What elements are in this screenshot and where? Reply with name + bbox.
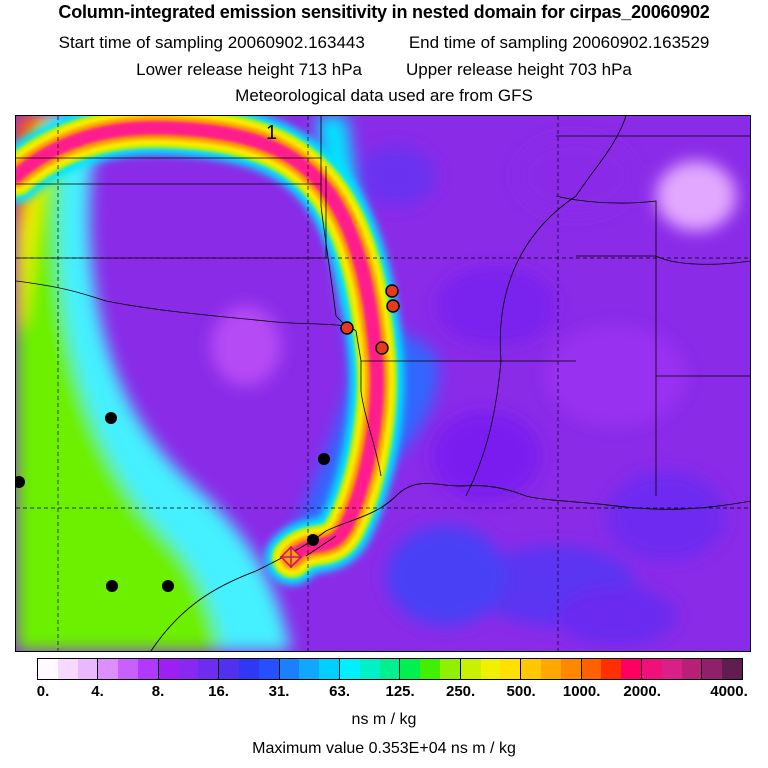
colorbar-tick-label: 1000. (562, 683, 601, 700)
colorbar-segment (77, 659, 99, 679)
colorbar-tick-label: 4000. (710, 683, 748, 700)
station-marker (16, 476, 25, 488)
colorbar-tick-label: 31. (268, 683, 290, 700)
colorbar-segment (38, 659, 58, 679)
station-marker (318, 453, 330, 465)
release-point-marker (280, 546, 302, 568)
station-marker-red (386, 299, 400, 313)
colorbar-segment (219, 659, 239, 679)
colorbar-segment (57, 659, 78, 679)
colorbar-segment (137, 659, 159, 679)
colorbar-segment (319, 659, 340, 679)
colorbar-tick-label: 0. (36, 683, 50, 700)
colorbar-segment (581, 659, 602, 679)
station-marker-red (340, 321, 354, 335)
state-borders (16, 116, 750, 497)
colorbar-tick-label: 16. (208, 683, 229, 700)
colorbar-segment (681, 659, 703, 679)
colorbar-segment (621, 659, 642, 679)
colorbar-segment (500, 659, 522, 679)
end-time-label: End time of sampling 20060902.163529 (408, 33, 710, 52)
lower-release-label: Lower release height 713 hPa (136, 60, 362, 79)
colorbar-segment (521, 659, 541, 679)
background-mottling (211, 136, 736, 646)
plume (16, 116, 404, 585)
start-time-label: Start time of sampling 20060902.163443 (58, 33, 365, 52)
colorbar-segment (480, 659, 501, 679)
colorbar-segment (198, 659, 220, 679)
colorbar-tick-label: 500. (506, 683, 536, 700)
station-marker (162, 580, 174, 592)
lat-lon-grid (16, 116, 750, 651)
colorbar-segment (420, 659, 440, 679)
colorbar-tick-label: 8. (151, 683, 165, 700)
colorbar-segment (560, 659, 582, 679)
colorbar-segment (641, 659, 662, 679)
colorbar-segment (702, 659, 723, 679)
colorbar-segment (400, 659, 421, 679)
colorbar-segment (98, 659, 119, 679)
colorbar-segment (439, 659, 461, 679)
release-heights: Lower release height 713 hPa Upper releas… (0, 60, 768, 80)
colorbar-segment (158, 659, 179, 679)
max-value-label: Maximum value 0.353E+04 ns m / kg (252, 740, 516, 757)
colorbar-tick-label: 250. (445, 683, 476, 700)
station-markers (16, 284, 400, 592)
plot-title: Column-integrated emission sensitivity i… (58, 2, 710, 22)
colorbar-tick-label: 2000. (623, 683, 661, 700)
colorbar-segment (258, 659, 280, 679)
colorbar-segment (460, 659, 481, 679)
colorbar-segment (661, 659, 682, 679)
colorbar-segment (279, 659, 300, 679)
colorbar-tick-label: 4. (91, 683, 104, 700)
colorbar (37, 658, 743, 680)
colorbar-units: ns m / kg (351, 711, 417, 728)
map-canvas: 1 (16, 116, 750, 651)
plume-label: 1 (266, 122, 277, 144)
colorbar-segment (238, 659, 259, 679)
coastline (150, 483, 750, 651)
station-marker (105, 412, 117, 424)
sensitivity-map: 1 (15, 115, 751, 652)
colorbar-tick-label: 63. (329, 683, 350, 700)
colorbar-segment (178, 659, 199, 679)
colorbar-segment (722, 659, 742, 679)
sampling-times: Start time of sampling 20060902.163443 En… (0, 33, 768, 53)
colorbar-segment (299, 659, 320, 679)
colorbar-tick-label: 125. (385, 683, 415, 700)
colorbar-segment (118, 659, 138, 679)
colorbar-segment (359, 659, 380, 679)
station-marker-red (385, 284, 399, 298)
upper-release-label: Upper release height 703 hPa (406, 60, 632, 79)
met-data-label: Meteorological data used are from GFS (235, 86, 533, 105)
station-marker (307, 534, 319, 546)
station-marker-red (375, 341, 389, 355)
colorbar-segment (339, 659, 360, 679)
colorbar-segment (601, 659, 622, 679)
colorbar-segment (379, 659, 401, 679)
colorbar-segment (540, 659, 561, 679)
station-marker (106, 580, 118, 592)
